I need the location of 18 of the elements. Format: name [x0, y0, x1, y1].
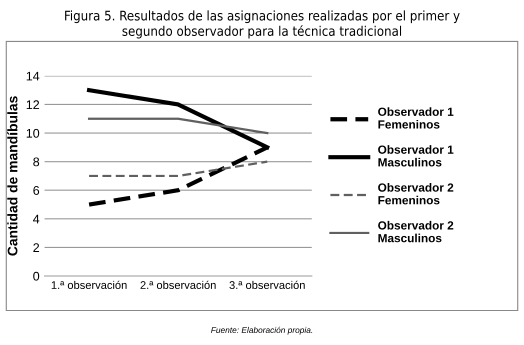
y-tick-label: 12: [26, 100, 40, 110]
legend-label: Observador 1 Masculinos: [378, 145, 454, 167]
chart-title: Figura 5. Resultados de las asignaciones realizadas por el primer y segundo observador para la técnica tradicional: [65, 10, 460, 39]
source-note: Fuente: Elaboración propia.: [211, 326, 312, 335]
legend-label: Observador 2 Femeninos: [378, 183, 454, 204]
legend-label: Observador 1 Femeninos: [378, 107, 454, 129]
legend-label: Observador 2 Masculinos: [378, 220, 454, 242]
x-tick-label: 3.ª observación: [229, 280, 305, 290]
y-axis-title: Cantidad de mandíbulas: [7, 96, 18, 256]
y-tick-label: 6: [33, 186, 40, 195]
y-tick-label: 2: [33, 243, 40, 252]
y-tick-label: 14: [26, 72, 40, 80]
x-tick-label: 1.ª observación: [52, 280, 127, 290]
y-tick-label: 8: [33, 157, 40, 166]
y-tick-label: 0: [33, 272, 40, 281]
y-tick-label: 10: [26, 128, 40, 138]
x-tick-label: 2.ª observación: [140, 280, 216, 290]
y-tick-label: 4: [33, 214, 40, 224]
